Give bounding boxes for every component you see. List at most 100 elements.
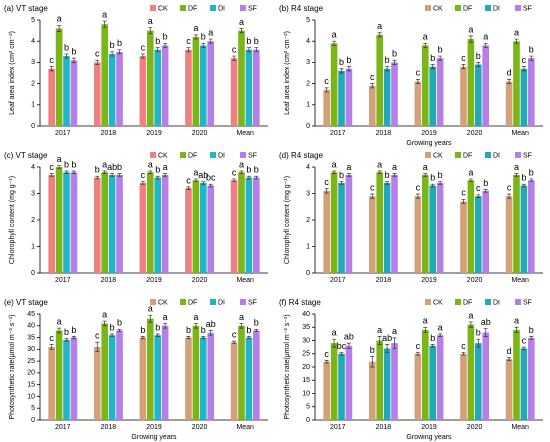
error-bar: [186, 47, 191, 53]
x-axis-label: Growing years: [406, 434, 452, 441]
error-bar: [193, 178, 198, 182]
significance-letter: b: [254, 165, 259, 175]
bar: [238, 172, 245, 273]
bar: [161, 174, 169, 273]
legend-label: SF: [248, 152, 257, 159]
bar: [475, 196, 482, 273]
bar: [192, 325, 200, 420]
error-bar: [468, 321, 473, 328]
significance-letter: a: [193, 23, 198, 33]
legend-swatch: [150, 152, 156, 158]
error-bar: [430, 183, 435, 188]
y-tick-label: 0: [31, 270, 35, 277]
significance-letter: b: [117, 318, 122, 328]
error-bar: [483, 328, 488, 337]
error-bar: [232, 55, 237, 61]
significance-letter: b: [392, 49, 397, 59]
bar: [108, 335, 116, 420]
error-bar: [346, 66, 351, 72]
significance-letter: c: [141, 170, 146, 180]
bar: [185, 337, 192, 420]
y-tick-label: 10: [27, 393, 35, 400]
bar: [505, 81, 513, 126]
error-bar: [163, 323, 168, 329]
bar: [93, 62, 101, 126]
significance-letter: a: [57, 14, 62, 24]
y-tick-label: 2: [31, 80, 35, 87]
error-bar: [392, 59, 397, 65]
error-bar: [95, 59, 100, 65]
bar: [230, 58, 238, 126]
significance-letter: a: [332, 30, 337, 40]
error-bar: [370, 83, 375, 89]
error-bar: [430, 64, 435, 70]
significance-letter: c: [141, 42, 146, 52]
y-tick-label: 10: [302, 390, 310, 397]
significance-letter: b: [438, 44, 443, 54]
significance-letter: b: [110, 40, 115, 50]
significance-letter: b: [529, 167, 534, 177]
legend-swatch: [515, 152, 521, 158]
error-bar: [339, 181, 344, 185]
bar: [253, 177, 260, 273]
error-bar: [370, 356, 375, 368]
bar: [338, 353, 345, 420]
bar: [528, 337, 535, 420]
significance-letter: a: [57, 317, 62, 327]
legend-swatch: [240, 299, 246, 305]
error-bar: [332, 40, 337, 46]
bar: [421, 45, 429, 126]
y-axis-label: Leaf area index (cm² cm⁻²): [9, 31, 16, 115]
significance-letter: a: [163, 162, 168, 172]
y-tick-label: 3: [306, 190, 310, 197]
significance-letter: a: [514, 162, 519, 172]
bar: [330, 43, 338, 126]
x-tick-label: 2019: [146, 130, 162, 137]
x-tick-label: 2020: [467, 130, 483, 137]
panel-title: (c) VT stage: [4, 151, 48, 160]
error-bar: [529, 336, 534, 340]
bar: [338, 70, 345, 126]
error-bar: [521, 183, 526, 188]
significance-letter: a: [468, 167, 473, 177]
significance-letter: b: [254, 36, 259, 46]
x-tick-label: 2018: [376, 277, 392, 284]
x-tick-label: Mean: [511, 277, 529, 284]
legend-swatch: [180, 5, 186, 11]
bar: [93, 346, 101, 420]
bar: [368, 196, 376, 273]
y-tick-label: 3: [31, 190, 35, 197]
legend-swatch: [485, 5, 491, 11]
error-bar: [155, 175, 160, 180]
significance-letter: b: [438, 170, 443, 180]
error-bar: [49, 344, 54, 350]
significance-letter: a: [392, 162, 397, 172]
y-tick-label: 25: [302, 351, 310, 358]
significance-letter: c: [232, 44, 237, 54]
significance-letter: c: [186, 36, 191, 46]
significance-letter: a: [423, 162, 428, 172]
bar: [475, 64, 482, 126]
error-bar: [507, 79, 512, 84]
bar: [139, 56, 147, 126]
error-bar: [239, 28, 244, 34]
y-tick-label: 4: [31, 164, 35, 171]
significance-letter: a: [377, 21, 382, 31]
legend-swatch: [210, 5, 216, 11]
significance-letter: ab: [107, 162, 117, 172]
bar: [460, 201, 467, 273]
error-bar: [155, 333, 160, 337]
y-tick-label: 15: [27, 382, 35, 389]
error-bar: [201, 181, 206, 185]
error-bar: [377, 336, 382, 345]
significance-letter: a: [346, 162, 351, 172]
y-tick-label: 35: [27, 334, 35, 341]
bar: [528, 180, 535, 273]
significance-letter: b: [521, 173, 526, 183]
y-axis-label: Photosynthetic rate(μmol m⁻² s⁻¹): [9, 314, 16, 419]
significance-letter: b: [339, 170, 344, 180]
significance-letter: a: [102, 159, 107, 169]
y-axis-label: Leaf area index (cm² cm⁻²): [284, 31, 291, 115]
legend-swatch: [150, 5, 156, 11]
legend-swatch: [425, 299, 431, 305]
